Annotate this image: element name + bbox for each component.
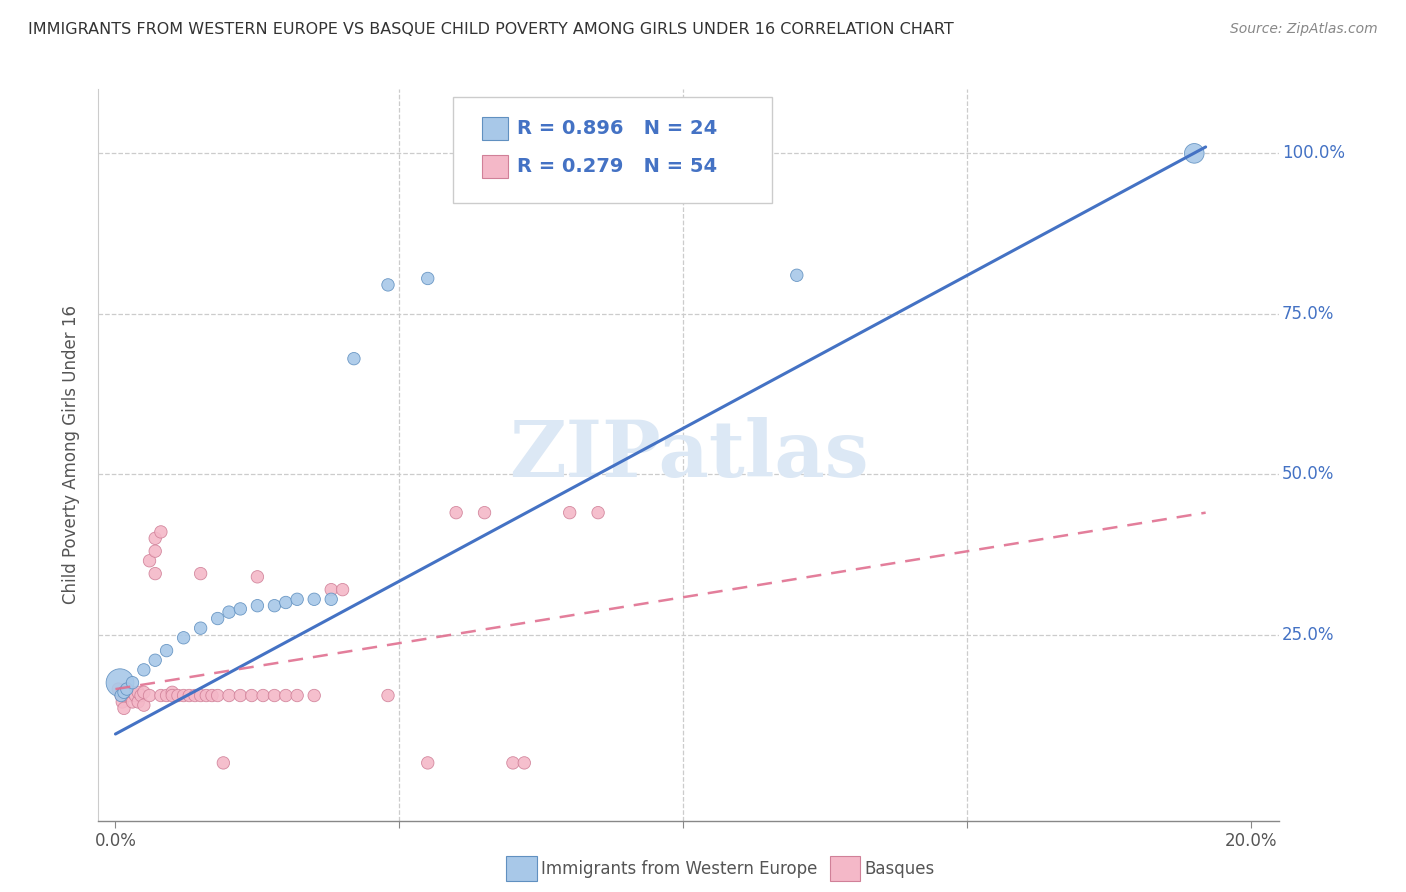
- Point: [138, 689, 160, 703]
- Point: [321, 592, 343, 607]
- Point: [155, 643, 177, 657]
- Text: 75.0%: 75.0%: [1282, 305, 1334, 323]
- FancyBboxPatch shape: [453, 96, 772, 202]
- Point: [263, 599, 285, 613]
- Point: [190, 621, 212, 635]
- Bar: [482, 117, 508, 140]
- Point: [302, 592, 325, 607]
- Point: [444, 506, 467, 520]
- Point: [132, 685, 155, 699]
- Point: [218, 605, 240, 619]
- Point: [558, 506, 581, 520]
- Point: [173, 689, 195, 703]
- Point: [285, 689, 308, 703]
- Point: [121, 695, 143, 709]
- Text: Source: ZipAtlas.com: Source: ZipAtlas.com: [1230, 22, 1378, 37]
- Point: [229, 689, 252, 703]
- Point: [274, 595, 297, 609]
- Point: [377, 689, 399, 703]
- Y-axis label: Child Poverty Among Girls Under 16: Child Poverty Among Girls Under 16: [62, 305, 80, 605]
- Point: [246, 599, 269, 613]
- Point: [121, 675, 143, 690]
- Point: [127, 695, 149, 709]
- Point: [274, 689, 297, 703]
- Text: 25.0%: 25.0%: [1282, 625, 1334, 643]
- Point: [321, 582, 343, 597]
- Point: [343, 351, 366, 366]
- Point: [240, 689, 263, 703]
- Point: [207, 689, 229, 703]
- Point: [513, 756, 536, 770]
- Text: R = 0.896   N = 24: R = 0.896 N = 24: [516, 120, 717, 138]
- Point: [377, 277, 399, 292]
- Point: [115, 682, 138, 697]
- Point: [252, 689, 274, 703]
- Point: [149, 524, 172, 539]
- Point: [195, 689, 218, 703]
- Point: [190, 689, 212, 703]
- Point: [107, 682, 129, 697]
- Point: [138, 554, 160, 568]
- Point: [155, 689, 177, 703]
- Point: [218, 689, 240, 703]
- Point: [285, 592, 308, 607]
- Point: [179, 689, 201, 703]
- Point: [416, 271, 439, 285]
- Point: [143, 653, 166, 667]
- Point: [502, 756, 524, 770]
- Point: [129, 689, 152, 703]
- Text: R = 0.279   N = 54: R = 0.279 N = 54: [516, 157, 717, 177]
- Point: [111, 695, 134, 709]
- Point: [201, 689, 224, 703]
- Point: [143, 532, 166, 546]
- Text: Basques: Basques: [865, 860, 935, 878]
- Point: [112, 685, 135, 699]
- Point: [786, 268, 808, 283]
- Point: [302, 689, 325, 703]
- Point: [110, 689, 132, 703]
- Point: [162, 689, 183, 703]
- Point: [112, 701, 135, 715]
- Point: [143, 544, 166, 558]
- Point: [110, 689, 132, 703]
- Point: [332, 582, 354, 597]
- Point: [143, 566, 166, 581]
- Point: [229, 602, 252, 616]
- Point: [149, 689, 172, 703]
- Point: [586, 506, 609, 520]
- Point: [118, 689, 141, 703]
- Point: [474, 506, 496, 520]
- Text: 50.0%: 50.0%: [1282, 465, 1334, 483]
- Point: [416, 756, 439, 770]
- Point: [207, 611, 229, 625]
- Point: [115, 689, 138, 703]
- Point: [132, 698, 155, 713]
- Bar: [482, 155, 508, 178]
- Point: [162, 685, 183, 699]
- Point: [212, 756, 235, 770]
- Text: ZIPatlas: ZIPatlas: [509, 417, 869, 493]
- Text: Immigrants from Western Europe: Immigrants from Western Europe: [541, 860, 818, 878]
- Point: [167, 689, 190, 703]
- Point: [1182, 146, 1205, 161]
- Point: [121, 685, 143, 699]
- Point: [184, 689, 207, 703]
- Point: [190, 566, 212, 581]
- Point: [127, 685, 149, 699]
- Point: [115, 682, 138, 697]
- Point: [124, 689, 146, 703]
- Text: IMMIGRANTS FROM WESTERN EUROPE VS BASQUE CHILD POVERTY AMONG GIRLS UNDER 16 CORR: IMMIGRANTS FROM WESTERN EUROPE VS BASQUE…: [28, 22, 953, 37]
- Point: [263, 689, 285, 703]
- Point: [246, 570, 269, 584]
- Point: [108, 675, 131, 690]
- Point: [132, 663, 155, 677]
- Point: [173, 631, 195, 645]
- Text: 100.0%: 100.0%: [1282, 145, 1344, 162]
